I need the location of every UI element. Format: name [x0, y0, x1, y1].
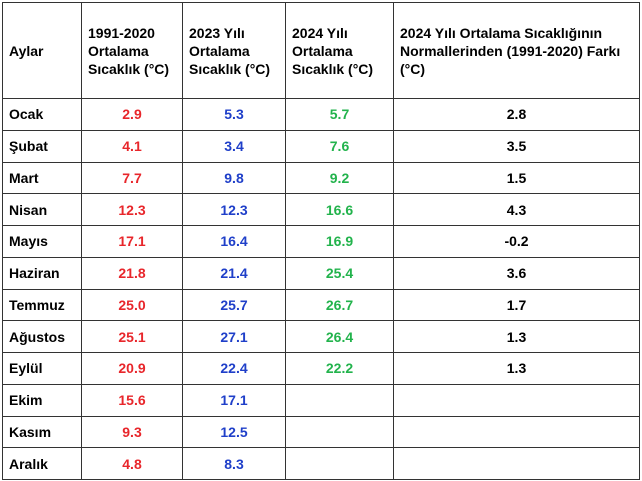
cell-2024: 16.6: [285, 193, 394, 226]
header-months: Aylar: [2, 2, 82, 99]
cell-2023: 8.3: [182, 447, 286, 480]
cell-normal: 7.7: [81, 161, 183, 195]
cell-difference: -0.2: [393, 225, 640, 258]
cell-2023: 21.4: [182, 256, 286, 290]
table-row: Mayıs 17.1 16.4 16.9 -0.2: [2, 225, 640, 258]
cell-difference: 1.5: [393, 161, 640, 195]
cell-month: Mayıs: [2, 225, 82, 258]
cell-difference: 1.3: [393, 320, 640, 353]
cell-month: Şubat: [2, 129, 82, 163]
table-row: Mart 7.7 9.8 9.2 1.5: [2, 161, 640, 195]
cell-difference: 2.8: [393, 98, 640, 131]
table-row: Aralık 4.8 8.3: [2, 447, 640, 480]
cell-2024: 5.7: [285, 98, 394, 131]
table-row: Eylül 20.9 22.4 22.2 1.3: [2, 352, 640, 385]
cell-2024: 7.6: [285, 129, 394, 163]
cell-2023: 17.1: [182, 383, 286, 417]
cell-month: Kasım: [2, 415, 82, 449]
cell-difference: [393, 415, 640, 449]
cell-2024: [285, 415, 394, 449]
table-row: Ağustos 25.1 27.1 26.4 1.3: [2, 320, 640, 353]
cell-2023: 9.8: [182, 161, 286, 195]
cell-month: Ağustos: [2, 320, 82, 353]
cell-difference: [393, 447, 640, 480]
cell-2024: 16.9: [285, 225, 394, 258]
cell-month: Mart: [2, 161, 82, 195]
cell-2024: [285, 447, 394, 480]
cell-normal: 15.6: [81, 383, 183, 417]
cell-month: Aralık: [2, 447, 82, 480]
cell-2023: 12.5: [182, 415, 286, 449]
cell-month: Ocak: [2, 98, 82, 131]
cell-month: Ekim: [2, 383, 82, 417]
cell-normal: 12.3: [81, 193, 183, 226]
cell-month: Temmuz: [2, 288, 82, 322]
header-row: Aylar 1991-2020 Ortalama Sıcaklık (°C) 2…: [2, 2, 640, 99]
cell-2023: 16.4: [182, 225, 286, 258]
cell-normal: 4.8: [81, 447, 183, 480]
cell-2024: [285, 383, 394, 417]
header-normal: 1991-2020 Ortalama Sıcaklık (°C): [81, 2, 183, 99]
cell-2023: 25.7: [182, 288, 286, 322]
cell-difference: 3.6: [393, 256, 640, 290]
cell-month: Nisan: [2, 193, 82, 226]
cell-2024: 22.2: [285, 352, 394, 385]
cell-month: Eylül: [2, 352, 82, 385]
table-row: Haziran 21.8 21.4 25.4 3.6: [2, 256, 640, 290]
header-difference: 2024 Yılı Ortalama Sıcaklığının Normalle…: [393, 2, 640, 99]
cell-normal: 25.1: [81, 320, 183, 353]
cell-2023: 3.4: [182, 129, 286, 163]
cell-2024: 26.4: [285, 320, 394, 353]
table-row: Kasım 9.3 12.5: [2, 415, 640, 449]
cell-normal: 20.9: [81, 352, 183, 385]
cell-month: Haziran: [2, 256, 82, 290]
cell-2023: 27.1: [182, 320, 286, 353]
table-row: Temmuz 25.0 25.7 26.7 1.7: [2, 288, 640, 322]
cell-normal: 4.1: [81, 129, 183, 163]
cell-difference: 3.5: [393, 129, 640, 163]
cell-difference: [393, 383, 640, 417]
table-row: Ekim 15.6 17.1: [2, 383, 640, 417]
cell-normal: 17.1: [81, 225, 183, 258]
cell-2023: 22.4: [182, 352, 286, 385]
cell-difference: 4.3: [393, 193, 640, 226]
table-body: Ocak 2.9 5.3 5.7 2.8 Şubat 4.1 3.4 7.6 3.5 Mart 7.7…: [2, 98, 640, 480]
header-2024: 2024 Yılı Ortalama Sıcaklık (°C): [285, 2, 394, 99]
cell-difference: 1.7: [393, 288, 640, 322]
cell-2024: 9.2: [285, 161, 394, 195]
header-2023: 2023 Yılı Ortalama Sıcaklık (°C): [182, 2, 286, 99]
cell-2023: 5.3: [182, 98, 286, 131]
cell-normal: 9.3: [81, 415, 183, 449]
table-row: Ocak 2.9 5.3 5.7 2.8: [2, 98, 640, 131]
cell-difference: 1.3: [393, 352, 640, 385]
cell-normal: 2.9: [81, 98, 183, 131]
table-row: Nisan 12.3 12.3 16.6 4.3: [2, 193, 640, 226]
cell-normal: 21.8: [81, 256, 183, 290]
cell-2023: 12.3: [182, 193, 286, 226]
table-row: Şubat 4.1 3.4 7.6 3.5: [2, 129, 640, 163]
cell-2024: 25.4: [285, 256, 394, 290]
cell-normal: 25.0: [81, 288, 183, 322]
cell-2024: 26.7: [285, 288, 394, 322]
